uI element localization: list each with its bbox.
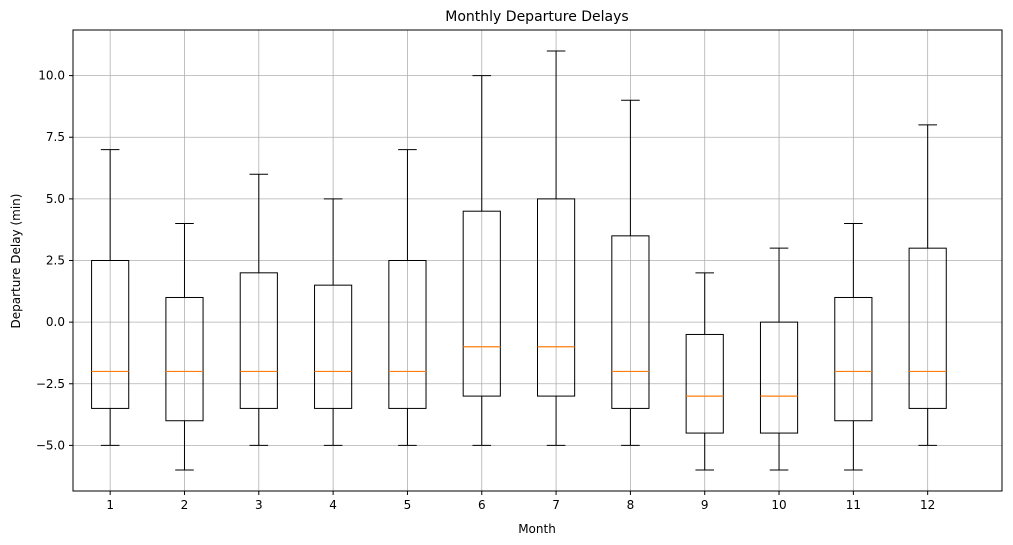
box-3 <box>239 173 278 446</box>
box-body <box>834 296 873 422</box>
y-tick-label: −5.0 <box>36 438 65 452</box>
box-7 <box>537 50 576 446</box>
x-tick-label: 12 <box>920 498 935 512</box>
box-body <box>462 210 501 397</box>
y-tick-label: 7.5 <box>46 130 65 144</box>
y-tick-label: 0.0 <box>46 315 65 329</box>
box-body <box>611 235 650 409</box>
box-body <box>537 198 576 397</box>
y-tick-label: 5.0 <box>46 192 65 206</box>
x-tick-label: 10 <box>771 498 786 512</box>
box-11 <box>834 223 873 471</box>
y-tick-label: 10.0 <box>38 69 65 83</box>
boxes <box>91 50 947 471</box>
box-body <box>685 333 724 434</box>
y-axis-label: Departure Delay (min) <box>9 194 23 329</box>
box-12 <box>908 124 947 446</box>
x-tick-label: 1 <box>106 498 114 512</box>
x-tick-label: 3 <box>255 498 263 512</box>
box-body <box>388 260 427 409</box>
x-axis-label: Month <box>518 522 556 536</box>
box-body <box>239 272 278 409</box>
x-tick-label: 8 <box>627 498 635 512</box>
y-axis: −5.0 −2.5 0.0 2.5 5.0 7.5 10.0 <box>36 69 73 452</box>
box-body <box>314 284 353 409</box>
x-tick-label: 11 <box>846 498 861 512</box>
box-5 <box>388 149 427 446</box>
box-9 <box>685 272 724 471</box>
x-tick-label: 7 <box>552 498 560 512</box>
chart-title: Monthly Departure Delays <box>445 9 628 25</box>
box-6 <box>462 75 501 446</box>
box-8 <box>611 99 650 446</box>
x-tick-label: 4 <box>329 498 337 512</box>
box-1 <box>91 149 130 446</box>
y-tick-label: 2.5 <box>46 254 65 268</box>
box-4 <box>314 198 353 446</box>
box-body <box>759 321 799 434</box>
box-10 <box>759 247 799 471</box>
x-tick-label: 2 <box>181 498 189 512</box>
x-tick-label: 5 <box>404 498 412 512</box>
box-2 <box>165 223 204 471</box>
x-tick-label: 6 <box>478 498 486 512</box>
box-body <box>908 247 947 409</box>
box-body <box>91 260 130 409</box>
box-body <box>165 296 204 422</box>
x-axis: 1 2 3 4 5 6 7 8 9 10 11 12 <box>106 491 935 512</box>
x-tick-label: 9 <box>701 498 709 512</box>
y-tick-label: −2.5 <box>36 377 65 391</box>
